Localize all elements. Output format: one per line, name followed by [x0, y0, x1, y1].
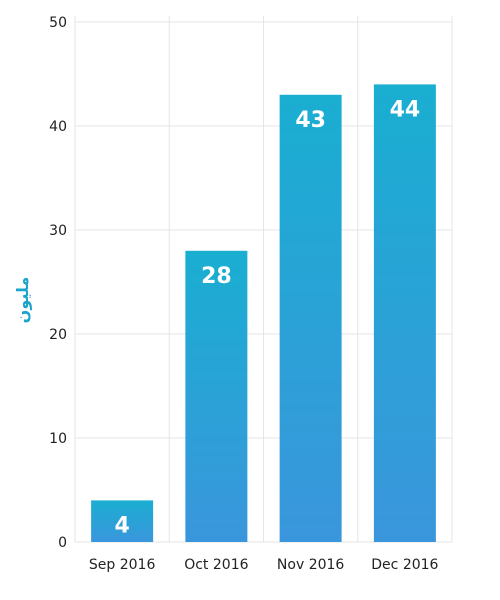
bar-data-label: 44	[390, 97, 421, 122]
x-tick-label: Dec 2016	[371, 557, 438, 573]
bar-layer: 4 28 43 44	[91, 84, 436, 543]
y-tick-label: 40	[49, 119, 67, 135]
bar-data-label: 43	[295, 108, 326, 133]
bar	[279, 94, 342, 543]
y-axis-label: مليون	[13, 277, 32, 324]
x-axis: Sep 2016 Oct 2016 Nov 2016 Dec 2016	[89, 557, 439, 573]
y-tick-label: 50	[49, 15, 67, 31]
x-tick-label: Nov 2016	[277, 557, 344, 573]
x-tick-label: Oct 2016	[184, 557, 248, 573]
bar-data-label: 4	[114, 513, 129, 538]
y-tick-label: 20	[49, 327, 67, 343]
y-tick-label: 10	[49, 431, 67, 447]
x-tick-label: Sep 2016	[89, 557, 156, 573]
y-axis: 0 10 20 30 40 50	[49, 15, 67, 551]
bar	[91, 500, 154, 542]
y-tick-label: 30	[49, 223, 67, 239]
bar	[185, 250, 248, 543]
bar-data-label: 28	[201, 264, 232, 289]
y-tick-label: 0	[58, 535, 67, 551]
bar	[373, 84, 436, 543]
